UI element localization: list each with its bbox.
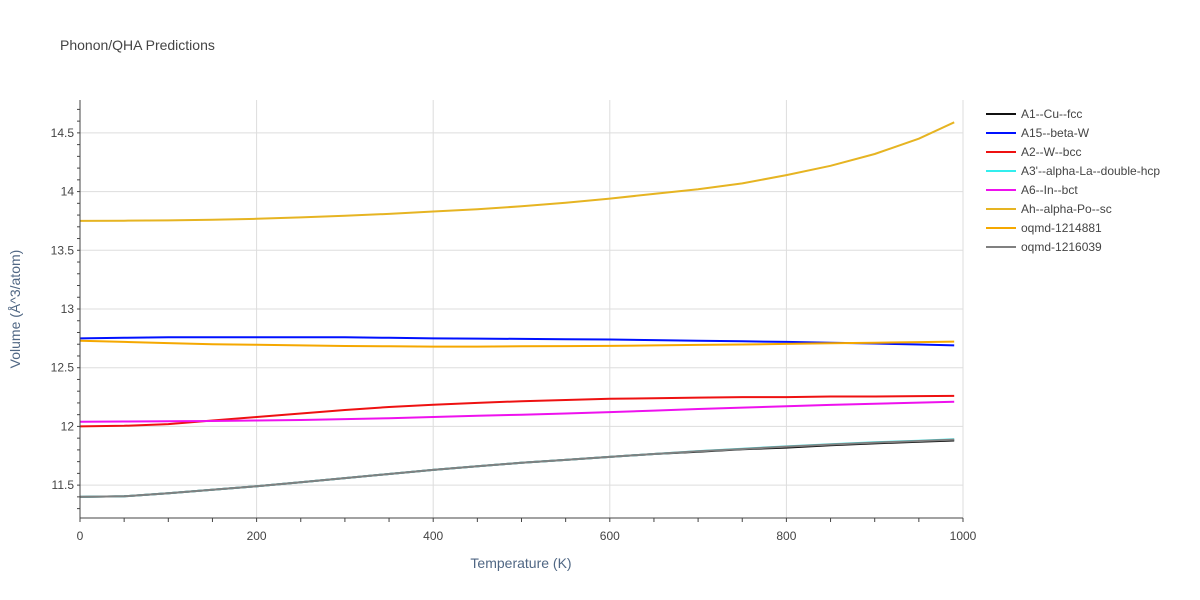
y-tick-label: 13 bbox=[61, 302, 75, 316]
series-line bbox=[79, 394, 955, 428]
legend-label: oqmd-1214881 bbox=[1021, 221, 1102, 235]
legend-item[interactable]: oqmd-1214881 bbox=[986, 221, 1102, 235]
legend-label: oqmd-1216039 bbox=[1021, 240, 1102, 254]
x-tick-label: 0 bbox=[77, 529, 84, 543]
legend-label: A6--In--bct bbox=[1021, 183, 1078, 197]
series-line bbox=[79, 336, 955, 347]
series-line bbox=[79, 400, 955, 423]
legend: A1--Cu--fcc A15--beta-W A2--W--bcc A3'--alp… bbox=[986, 107, 1160, 254]
x-tick-label: 800 bbox=[776, 529, 796, 543]
legend-label: A1--Cu--fcc bbox=[1021, 107, 1082, 121]
legend-label: A2--W--bcc bbox=[1021, 145, 1081, 159]
axes-layer: 0 200 400 600 800 1000 11.5 12 12.5 13 13.5 14 14.5 bbox=[51, 100, 977, 543]
series-line bbox=[79, 339, 955, 348]
y-tick-label: 13.5 bbox=[51, 243, 75, 257]
legend-item[interactable]: A2--W--bcc bbox=[986, 145, 1081, 159]
y-tick-label: 12.5 bbox=[51, 361, 75, 375]
legend-item[interactable]: A6--In--bct bbox=[986, 183, 1078, 197]
series-line bbox=[79, 438, 955, 498]
y-tick-label: 14 bbox=[61, 185, 75, 199]
series-line bbox=[79, 121, 955, 222]
y-tick-label: 12 bbox=[61, 419, 75, 433]
y-axis-title: Volume (Å^3/atom) bbox=[7, 250, 23, 369]
legend-label: A3'--alpha-La--double-hcp bbox=[1021, 164, 1160, 178]
series-line bbox=[79, 438, 955, 498]
legend-item[interactable]: oqmd-1216039 bbox=[986, 240, 1102, 254]
x-axis-title: Temperature (K) bbox=[470, 555, 571, 571]
chart-title: Phonon/QHA Predictions bbox=[60, 37, 215, 53]
y-tick-label: 11.5 bbox=[52, 478, 75, 492]
series-layer bbox=[79, 121, 955, 498]
y-tick-label: 14.5 bbox=[51, 126, 75, 140]
legend-item[interactable]: Ah--alpha-Po--sc bbox=[986, 202, 1112, 216]
x-tick-label: 600 bbox=[600, 529, 620, 543]
legend-label: A15--beta-W bbox=[1021, 126, 1090, 140]
series-line bbox=[79, 439, 955, 498]
x-tick-label: 1000 bbox=[950, 529, 977, 543]
grid-layer bbox=[80, 100, 964, 518]
legend-label: Ah--alpha-Po--sc bbox=[1021, 202, 1112, 216]
x-tick-label: 400 bbox=[423, 529, 443, 543]
legend-item[interactable]: A3'--alpha-La--double-hcp bbox=[986, 164, 1160, 178]
legend-item[interactable]: A1--Cu--fcc bbox=[986, 107, 1082, 121]
x-tick-label: 200 bbox=[247, 529, 267, 543]
legend-item[interactable]: A15--beta-W bbox=[986, 126, 1090, 140]
